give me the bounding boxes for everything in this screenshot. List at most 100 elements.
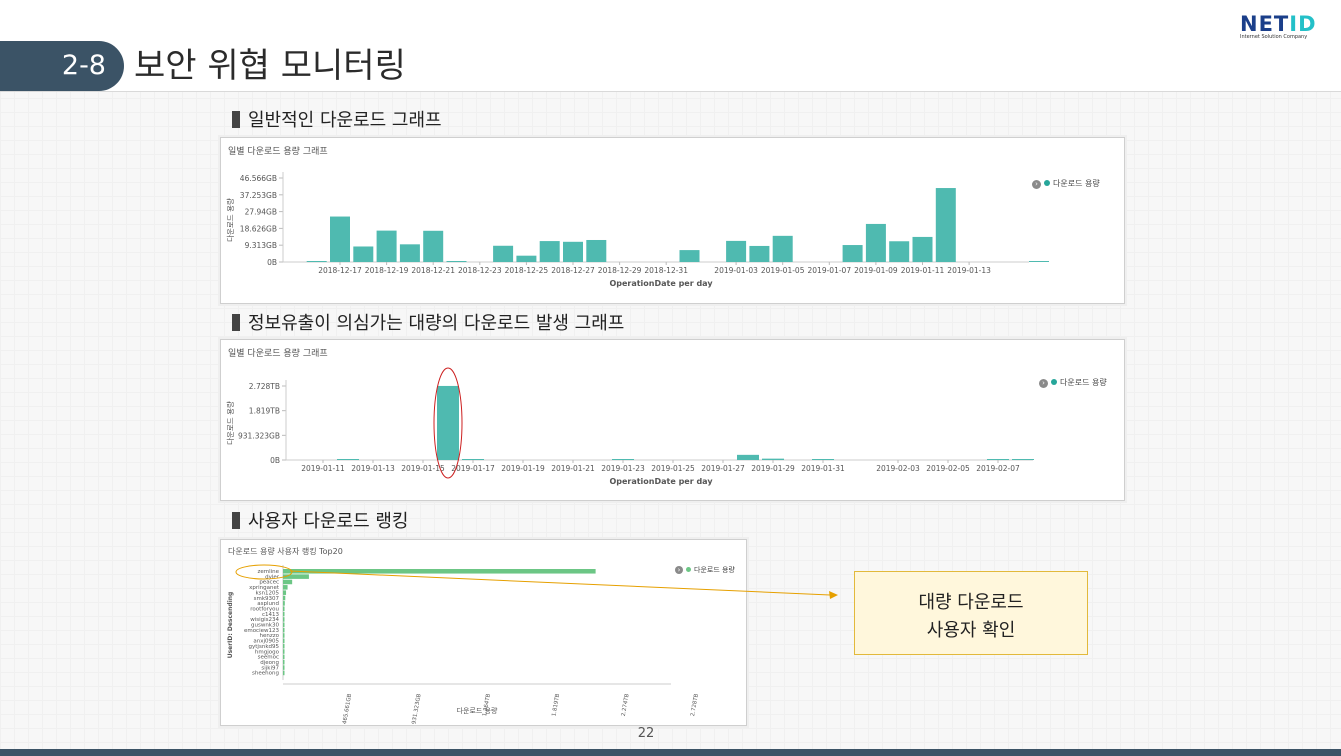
bar bbox=[283, 659, 285, 665]
y-tick-label: gytjsnkd95 bbox=[249, 644, 280, 650]
x-tick-label: 2018-12-31 bbox=[644, 266, 688, 275]
x-tick-label: 1.819TB bbox=[551, 693, 561, 717]
legend-dot-icon bbox=[686, 567, 691, 572]
y-tick-label: 37.253GB bbox=[240, 191, 277, 200]
bar bbox=[586, 239, 607, 262]
bar bbox=[283, 638, 285, 644]
y-tick-label: sheehong bbox=[252, 671, 279, 677]
header-band bbox=[0, 0, 1341, 92]
y-tick-label: smk9307 bbox=[254, 596, 280, 602]
bar bbox=[462, 459, 484, 460]
section-marker bbox=[232, 512, 240, 529]
y-tick-label: xpringanet bbox=[249, 585, 280, 591]
bar bbox=[889, 241, 910, 262]
x-tick-label: 2019-01-23 bbox=[601, 464, 645, 473]
chart-legend[interactable]: › 다운로드 용량 bbox=[675, 565, 735, 575]
bar bbox=[812, 459, 834, 460]
bar bbox=[437, 385, 459, 460]
y-tick-label: wisigis234 bbox=[250, 617, 279, 623]
y-tick-label: guswnk30 bbox=[251, 623, 280, 629]
y-axis-label: 다운로드 용량 bbox=[226, 198, 235, 242]
bar bbox=[283, 590, 287, 595]
x-tick-label: 1.364TB bbox=[482, 693, 492, 717]
legend-dot-icon bbox=[1051, 379, 1057, 385]
bar bbox=[865, 223, 886, 262]
y-tick-label: peacec bbox=[259, 580, 279, 586]
footer-bar bbox=[0, 749, 1341, 756]
x-tick-label: 2019-01-11 bbox=[901, 266, 945, 275]
bar bbox=[283, 627, 285, 633]
chart-svg-normal: 0B 9.313GB 18.626GB 27.94GB 37.253GB 46.566GB… bbox=[226, 172, 1049, 288]
legend-dot-icon bbox=[1044, 180, 1050, 186]
y-tick-label: 9.313GB bbox=[245, 241, 277, 250]
x-axis-label: OperationDate per day bbox=[609, 279, 713, 288]
section-marker bbox=[232, 111, 240, 128]
chart-legend[interactable]: › 다운로드 용량 bbox=[1039, 377, 1107, 388]
bar bbox=[283, 643, 285, 649]
y-tick-label: ksn1205 bbox=[255, 590, 279, 596]
legend-label: 다운로드 용량 bbox=[694, 566, 735, 574]
bar bbox=[446, 261, 467, 262]
y-tick-label: 18.626GB bbox=[240, 224, 277, 233]
bar bbox=[283, 569, 596, 574]
bar bbox=[283, 611, 285, 617]
x-tick-label: 2019-01-09 bbox=[854, 266, 898, 275]
bar bbox=[353, 246, 374, 262]
page-number: 22 bbox=[637, 726, 655, 741]
section-label-text: 정보유출이 의심가는 대량의 다운로드 발생 그래프 bbox=[248, 313, 625, 334]
chart-legend[interactable]: › 다운로드 용량 bbox=[1032, 178, 1100, 189]
bar bbox=[912, 236, 933, 262]
x-tick-label: 2019-01-07 bbox=[808, 266, 852, 275]
bar bbox=[376, 230, 397, 262]
bar bbox=[283, 654, 285, 660]
x-tick-label: 2019-01-19 bbox=[501, 464, 545, 473]
bar bbox=[539, 241, 560, 262]
section-label-text: 일반적인 다운로드 그래프 bbox=[248, 110, 442, 131]
y-tick-label: hmgjogo bbox=[255, 649, 280, 655]
chevron-right-icon[interactable]: › bbox=[1039, 379, 1048, 388]
x-tick-label: 2018-12-29 bbox=[598, 266, 642, 275]
bar bbox=[283, 622, 285, 628]
title-divider bbox=[0, 91, 1341, 92]
bar bbox=[1012, 459, 1034, 460]
y-tick-label: 931.323GB bbox=[238, 431, 280, 440]
bar bbox=[283, 665, 285, 670]
y-tick-label: 0B bbox=[267, 258, 277, 267]
netid-logo: NETID Internet Solution Company bbox=[1240, 12, 1336, 44]
section-label-suspicious: 정보유출이 의심가는 대량의 다운로드 발생 그래프 bbox=[232, 313, 624, 335]
x-tick-label: 2.274TB bbox=[621, 693, 631, 717]
bar bbox=[306, 261, 327, 262]
bar bbox=[283, 579, 293, 585]
x-axis-label: OperationDate per day bbox=[609, 477, 713, 486]
logo-text-main: NET bbox=[1240, 12, 1290, 36]
x-tick-label: 2018-12-23 bbox=[458, 266, 502, 275]
x-tick-label: 2019-02-05 bbox=[926, 464, 970, 473]
x-tick-label: 2019-01-27 bbox=[701, 464, 745, 473]
x-tick-label: 2019-01-13 bbox=[947, 266, 991, 275]
x-tick-label: 2018-12-21 bbox=[411, 266, 455, 275]
x-tick-label: 2.728TB bbox=[690, 693, 700, 717]
bar bbox=[330, 216, 350, 262]
x-tick-label: 2018-12-27 bbox=[551, 266, 595, 275]
x-tick-label: 2019-01-15 bbox=[401, 464, 445, 473]
bar bbox=[337, 459, 359, 460]
x-tick-label: 2018-12-19 bbox=[365, 266, 409, 275]
y-tick-label: asplund bbox=[257, 601, 279, 607]
y-axis-label: UserID: Descending bbox=[227, 592, 234, 659]
chart-panel-ranking: 다운로드 용량 사용자 랭킹 Top20 › 다운로드 용량 zemline dyl… bbox=[220, 539, 747, 726]
bar bbox=[749, 245, 770, 262]
x-tick-label: 2019-01-25 bbox=[651, 464, 695, 473]
x-tick-label: 2019-02-03 bbox=[876, 464, 920, 473]
bar bbox=[283, 595, 286, 601]
chart-title: 일별 다운로드 용량 그래프 bbox=[228, 147, 328, 157]
legend-label: 다운로드 용량 bbox=[1060, 378, 1107, 387]
chevron-right-icon[interactable]: › bbox=[675, 566, 683, 574]
bar bbox=[283, 649, 285, 654]
chevron-right-icon[interactable]: › bbox=[1032, 180, 1041, 189]
bar bbox=[772, 235, 793, 262]
slide-title: 보안 위협 모니터링 bbox=[134, 46, 406, 86]
y-tick-label: anxj0905 bbox=[253, 639, 279, 645]
chart-title: 다운로드 용량 사용자 랭킹 Top20 bbox=[228, 547, 343, 556]
chart-svg-suspicious: 0B 931.323GB 1.819TB 2.728TB 2019-01-11 2019-… bbox=[226, 367, 1034, 486]
x-tick-label: 465.661GB bbox=[342, 693, 353, 725]
